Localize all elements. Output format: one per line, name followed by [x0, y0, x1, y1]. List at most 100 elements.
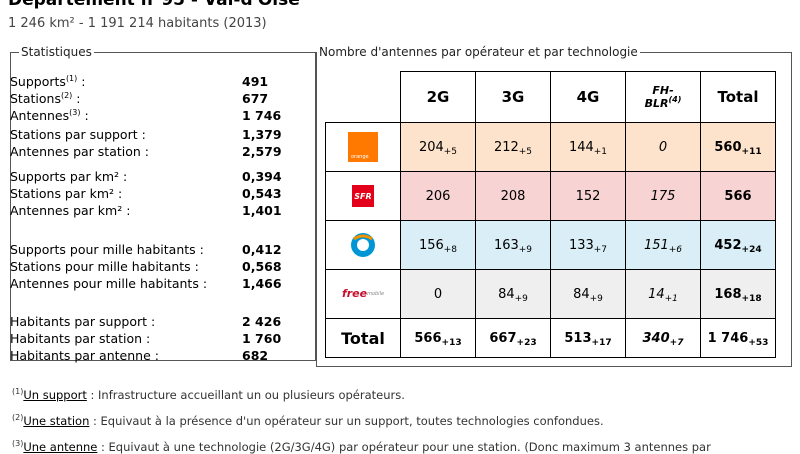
stat-label-suffix: : — [72, 91, 81, 106]
stat-label: Antennes(3) : — [10, 107, 89, 125]
stat-value: 1,401 — [242, 203, 282, 218]
stat-label: Supports par km² : — [10, 168, 127, 186]
table-body: orange 204+5 212+5 144+1 0 560+11 SFR 206 208 152… — [325, 122, 776, 358]
table-cell: 168+18 — [700, 269, 776, 319]
stat-row: Supports par km² : 0,394 — [10, 168, 290, 186]
table-total-row: Total 566+13 667+23 513+17 340+7 1 746+53 — [325, 318, 776, 358]
cell-delta: +1 — [593, 146, 608, 157]
stat-value: 2 426 — [242, 314, 282, 329]
cell-value: 84 — [573, 286, 590, 302]
stat-label: Stations(2) : — [10, 90, 80, 108]
stat-label: Stations par support : — [10, 126, 146, 144]
page-title: Département n°95 - Val-d'Oise — [8, 0, 300, 10]
stat-value: 2,579 — [242, 144, 282, 159]
table-cell: 566 — [700, 171, 776, 221]
stat-row: Habitants par antenne : 682 — [10, 347, 290, 365]
cell-value: 175 — [650, 188, 676, 204]
cell-value: 566 — [724, 188, 752, 204]
stat-row: Habitants par station : 1 760 — [10, 330, 290, 348]
stat-label-text: Supports — [10, 74, 66, 89]
header-fh-bottom: BLR — [644, 97, 669, 110]
stat-label-text: Antennes par km² : — [10, 203, 131, 218]
cell-value: 168 — [714, 286, 742, 302]
cell-delta: +9 — [518, 244, 533, 255]
cell-delta: +13 — [441, 337, 462, 348]
footnote-sup: (2) — [12, 413, 24, 422]
stat-label-sup: (3) — [69, 108, 81, 117]
cell-delta: +23 — [516, 337, 537, 348]
footnote-text: : Equivaut à la présence d'un opérateur … — [89, 414, 604, 428]
stat-label-sup: (1) — [65, 74, 78, 83]
stat-row: Antennes par station : 2,579 — [10, 143, 290, 161]
antennas-legend: Nombre d'antennes par opérateur et par t… — [319, 45, 638, 59]
cell-value: 14 — [648, 286, 665, 302]
stat-row: Antennes pour mille habitants : 1,466 — [10, 275, 290, 293]
cell-value: 144 — [568, 139, 594, 155]
cell-value: 151 — [643, 237, 669, 253]
stat-row: Supports pour mille habitants : 0,412 — [10, 241, 290, 259]
stat-row: Stations pour mille habitants : 0,568 — [10, 258, 290, 276]
cell-delta: +1 — [664, 293, 678, 304]
operator-logo-cell: SFR — [325, 171, 401, 221]
stat-label: Stations pour mille habitants : — [10, 258, 199, 276]
footnote: (3)Une antenne : Equivaut à une technolo… — [12, 440, 711, 454]
table-cell: 513+17 — [550, 318, 626, 358]
stat-label-text: Habitants par antenne : — [10, 348, 159, 363]
cell-value: 163 — [493, 237, 519, 253]
corner-cell — [326, 72, 401, 123]
stat-label-suffix: : — [80, 108, 89, 123]
table-row: free mobile 0 84+9 84+9 14+1 168+18 — [325, 269, 776, 319]
operator-logo-cell: free mobile — [325, 269, 401, 319]
stat-label-text: Antennes pour mille habitants : — [10, 276, 208, 291]
cell-value: 667 — [489, 330, 517, 346]
stat-value: 0,412 — [242, 242, 282, 257]
footnote-term: Un support — [23, 388, 87, 402]
footnote: (2)Une station : Equivaut à la présence … — [12, 413, 604, 429]
antennas-panel: Nombre d'antennes par opérateur et par t… — [316, 45, 792, 367]
header-4g: 4G — [550, 71, 626, 123]
table-cell: 452+24 — [700, 220, 776, 270]
table-cell: 84+9 — [475, 269, 551, 319]
sfr-logo-icon: SFR — [352, 185, 374, 207]
cell-value: 566 — [414, 330, 442, 346]
stat-label: Antennes par station : — [10, 143, 149, 161]
header-fh-blr: FH- BLR(4) — [625, 71, 701, 123]
stat-row: Stations par km² : 0,543 — [10, 185, 290, 203]
cell-delta: +11 — [741, 146, 762, 157]
stat-label: Antennes par km² : — [10, 202, 130, 220]
cell-value: 212 — [493, 139, 519, 155]
table-cell: 163+9 — [475, 220, 551, 270]
footnote-sup: (1) — [12, 387, 24, 396]
stat-row: Stations(2) : 677 — [10, 90, 290, 108]
stats-panel: Statistiques — [10, 45, 316, 361]
stat-value: 0,543 — [242, 186, 282, 201]
stat-label-text: Supports pour mille habitants : — [10, 242, 204, 257]
stat-label-text: Stations pour mille habitants : — [10, 259, 199, 274]
footnote-text: : Infrastructure accueillant un ou plusi… — [86, 388, 405, 402]
stat-row: Supports(1) : 491 — [10, 73, 290, 91]
table-cell: 560+11 — [700, 122, 776, 172]
header-2g: 2G — [400, 71, 476, 123]
header-fh-top: FH- — [652, 84, 674, 97]
cell-value: 560 — [714, 139, 742, 155]
operator-logo-cell — [325, 220, 401, 270]
table-cell: 204+5 — [400, 122, 476, 172]
stat-value: 1,466 — [242, 276, 282, 291]
total-row-label: Total — [325, 318, 401, 358]
stat-label: Stations par km² : — [10, 185, 122, 203]
stat-label: Antennes pour mille habitants : — [10, 275, 207, 293]
stat-label-text: Supports par km² : — [10, 169, 128, 184]
footnote: (1)Un support : Infrastructure accueilla… — [12, 387, 405, 403]
orange-logo-text: orange — [351, 154, 369, 160]
cell-delta: +7 — [669, 337, 684, 348]
stat-label: Habitants par antenne : — [10, 347, 159, 365]
table-cell: 84+9 — [550, 269, 626, 319]
table-cell: 212+5 — [475, 122, 551, 172]
cell-value: 206 — [425, 188, 451, 204]
stat-value: 491 — [242, 74, 269, 89]
cell-delta: +17 — [591, 337, 612, 348]
footnote-term: Une station — [23, 414, 90, 428]
stat-row: Stations par support : 1,379 — [10, 126, 290, 144]
table-header-row: 2G 3G 4G FH- BLR(4) Total — [326, 71, 776, 123]
stat-value: 0,394 — [242, 169, 282, 184]
